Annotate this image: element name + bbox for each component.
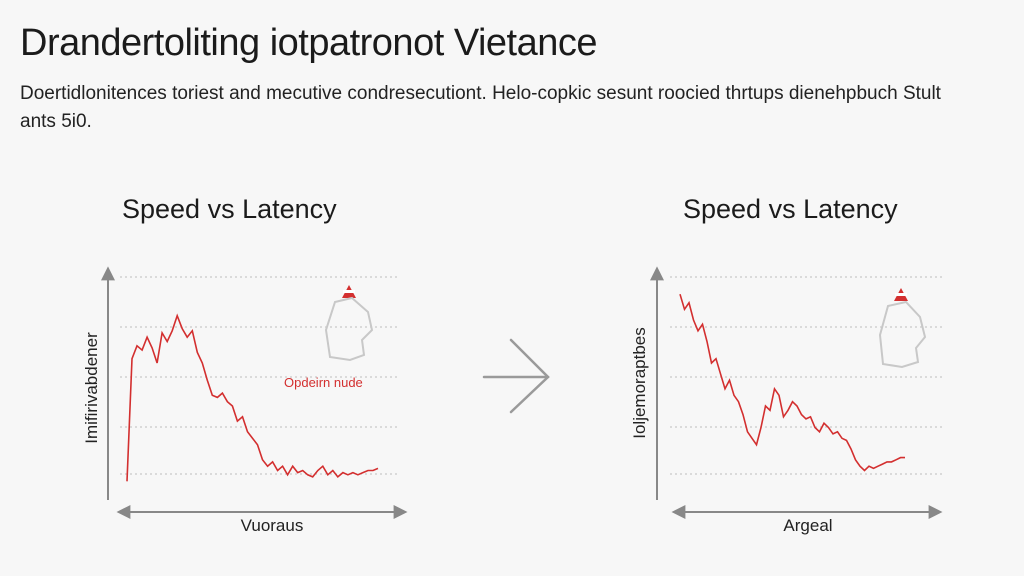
page-title: Drandertoliting iotpatronot Vietance (20, 22, 598, 64)
chart-2-shape-icon (878, 300, 927, 369)
chart-2-series-line (679, 293, 905, 472)
chart-1-shape-icon (324, 296, 374, 362)
chart-1-warning-icon (342, 285, 356, 298)
chart-2: Ioljemoraptbes Argeal (630, 266, 945, 535)
chart-1-title: Speed vs Latency (122, 194, 337, 224)
chart-1-series-line (126, 313, 379, 482)
chart-1-x-label: Vuoraus (241, 516, 304, 535)
transition-arrow-icon (482, 338, 550, 414)
chart-2-warning-icon (894, 288, 908, 301)
chart-2-x-label: Argeal (783, 516, 832, 535)
chart-1: Imifirivabdener Vuoraus Opdeirn nude (82, 266, 408, 535)
chart-1-gridlines (120, 276, 400, 475)
chart-2-y-label: Ioljemoraptbes (630, 327, 649, 439)
chart-1-y-label: Imifirivabdener (82, 332, 101, 444)
chart-1-annotation: Opdeirn nude (284, 375, 363, 390)
chart-2-gridlines (670, 276, 945, 475)
page-subtitle: Doertidlonitences toriest and mecutive c… (20, 83, 941, 132)
chart-2-title: Speed vs Latency (683, 194, 898, 224)
